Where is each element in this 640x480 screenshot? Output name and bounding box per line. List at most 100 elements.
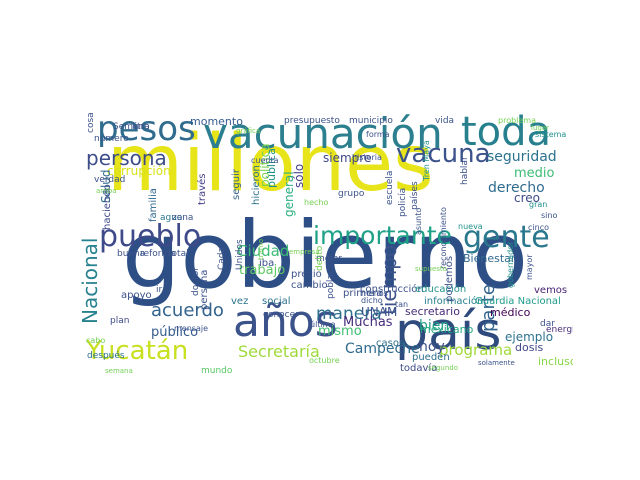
word-cloud-word: importante (313, 221, 452, 250)
word-cloud-word: sistema (535, 130, 567, 139)
word-cloud-word: nueva (458, 222, 483, 231)
word-cloud-word: total (168, 249, 189, 259)
word-cloud-word: vez (231, 296, 249, 307)
word-cloud-word: problema (498, 116, 537, 125)
word-cloud-word: litro (132, 122, 150, 132)
word-cloud-word: tan (395, 300, 409, 309)
word-cloud-word: lugar (531, 124, 549, 132)
word-cloud-word: plan (110, 316, 130, 326)
word-cloud-word: dar (540, 319, 555, 329)
word-cloud-word: mejor (316, 254, 343, 264)
word-cloud-word: programa (439, 341, 513, 359)
word-cloud-word: menos (361, 289, 388, 298)
word-cloud-word: gobierno (122, 202, 529, 309)
word-cloud-word: pública (265, 148, 278, 188)
word-cloud-word: mismo (318, 324, 362, 339)
word-cloud-word: bien (419, 318, 450, 334)
word-cloud-word: cosa (86, 112, 96, 133)
word-cloud-word: vacunación (203, 109, 443, 158)
word-cloud-word: manera (316, 304, 382, 324)
word-cloud-word: Cada (217, 246, 227, 270)
word-cloud-word: sino (541, 211, 558, 220)
word-cloud-word: precio (291, 269, 322, 280)
word-cloud: gobierno millones país vacunación años toda pe… (80, 107, 573, 379)
word-cloud-word: creo (514, 191, 540, 205)
word-cloud-word: Tren Maya (422, 140, 431, 181)
word-cloud-word: energía (546, 325, 573, 335)
word-cloud-word: años (233, 296, 338, 347)
word-cloud-word: secretario (405, 305, 460, 318)
word-cloud-word: ir (156, 285, 163, 295)
word-cloud-word: reconocimiento (439, 207, 448, 269)
word-cloud-word: policía (398, 187, 408, 217)
word-cloud-word: buena (117, 249, 146, 259)
word-cloud-word: después (87, 351, 125, 361)
word-cloud-word: verdad (94, 175, 126, 185)
word-cloud-word: hicieron (251, 165, 262, 205)
word-cloud-word: iba (259, 258, 275, 269)
word-cloud-word: forma (366, 130, 390, 139)
word-cloud-word: grupo (338, 189, 365, 199)
word-cloud-word: UNAM (361, 305, 398, 319)
word-cloud-word: millones (107, 119, 434, 209)
word-cloud-word: siempre (323, 151, 372, 165)
word-cloud-word: hecho (304, 198, 329, 207)
word-cloud-word: octubre (309, 356, 340, 365)
word-cloud-word: familia (148, 188, 159, 222)
word-cloud-word: historia (352, 153, 382, 162)
word-cloud-word: pesos (97, 109, 196, 149)
word-cloud-word: ejemplo (505, 330, 554, 344)
word-cloud-word: conocer (263, 310, 299, 320)
word-cloud-word: médico (490, 306, 531, 319)
word-cloud-word: países (410, 181, 420, 210)
word-cloud-word: arriba (96, 187, 117, 195)
word-cloud-word: medio (514, 166, 555, 181)
word-cloud-word: mexicano (420, 323, 474, 336)
word-cloud-word: hablar (460, 156, 470, 185)
word-cloud-word: cinco (528, 223, 549, 232)
word-cloud-word: población (326, 255, 336, 299)
word-cloud-word: primera (343, 288, 383, 299)
word-cloud-word: Unidos (235, 239, 245, 270)
word-cloud-word: agua (160, 213, 183, 223)
word-cloud-word: Yucatán (86, 336, 189, 366)
word-cloud-word: presupuesto (284, 116, 340, 126)
word-cloud-word: vida (435, 116, 455, 126)
word-cloud-word: hoy (419, 339, 445, 355)
word-cloud-word: casos (376, 338, 405, 349)
word-cloud-word: cabo (86, 336, 106, 345)
word-cloud-word: persona (86, 146, 167, 170)
word-cloud-word: vacuna (396, 139, 491, 169)
word-cloud-word: mundo (201, 366, 233, 376)
word-cloud-word: segundo (428, 364, 458, 372)
word-cloud-word: Ciudad (237, 242, 290, 260)
word-cloud-word: escuela (385, 170, 395, 205)
word-cloud-word: gobernador (506, 241, 515, 288)
word-cloud-word: Nacional (80, 237, 102, 325)
word-cloud-word: asunto (414, 207, 423, 235)
word-cloud-word: trabajo (239, 263, 286, 278)
word-cloud-word: reforma (140, 249, 176, 259)
word-cloud-word: tramo (257, 238, 265, 260)
word-cloud-word: cuenta (251, 156, 279, 165)
word-cloud-word: mayor (525, 254, 534, 280)
word-cloud-word: Secretaría (238, 342, 320, 361)
word-cloud-word: incluso (538, 355, 573, 368)
word-cloud-word: seguridad (487, 149, 557, 165)
word-cloud-word: Campeche (345, 341, 420, 357)
word-cloud-word: dicho (361, 296, 383, 305)
word-cloud-word: público (151, 325, 199, 340)
word-cloud-word: derecho (488, 180, 545, 196)
word-cloud-word: municipio (349, 116, 393, 126)
word-cloud-word: gente (463, 220, 550, 255)
word-cloud-word: persona (199, 269, 210, 310)
word-cloud-word: Semana (113, 122, 150, 132)
word-cloud-word: pueden (412, 352, 450, 363)
word-cloud-word: gráfica (236, 127, 261, 135)
word-cloud-word: seguir (231, 169, 242, 200)
word-cloud-word: Bienestar (463, 252, 516, 265)
word-cloud-word: gran (529, 200, 548, 209)
word-cloud-word: momento (190, 115, 243, 128)
word-cloud-word: acuerdo (151, 300, 224, 321)
word-cloud-word: todavía (400, 363, 438, 374)
